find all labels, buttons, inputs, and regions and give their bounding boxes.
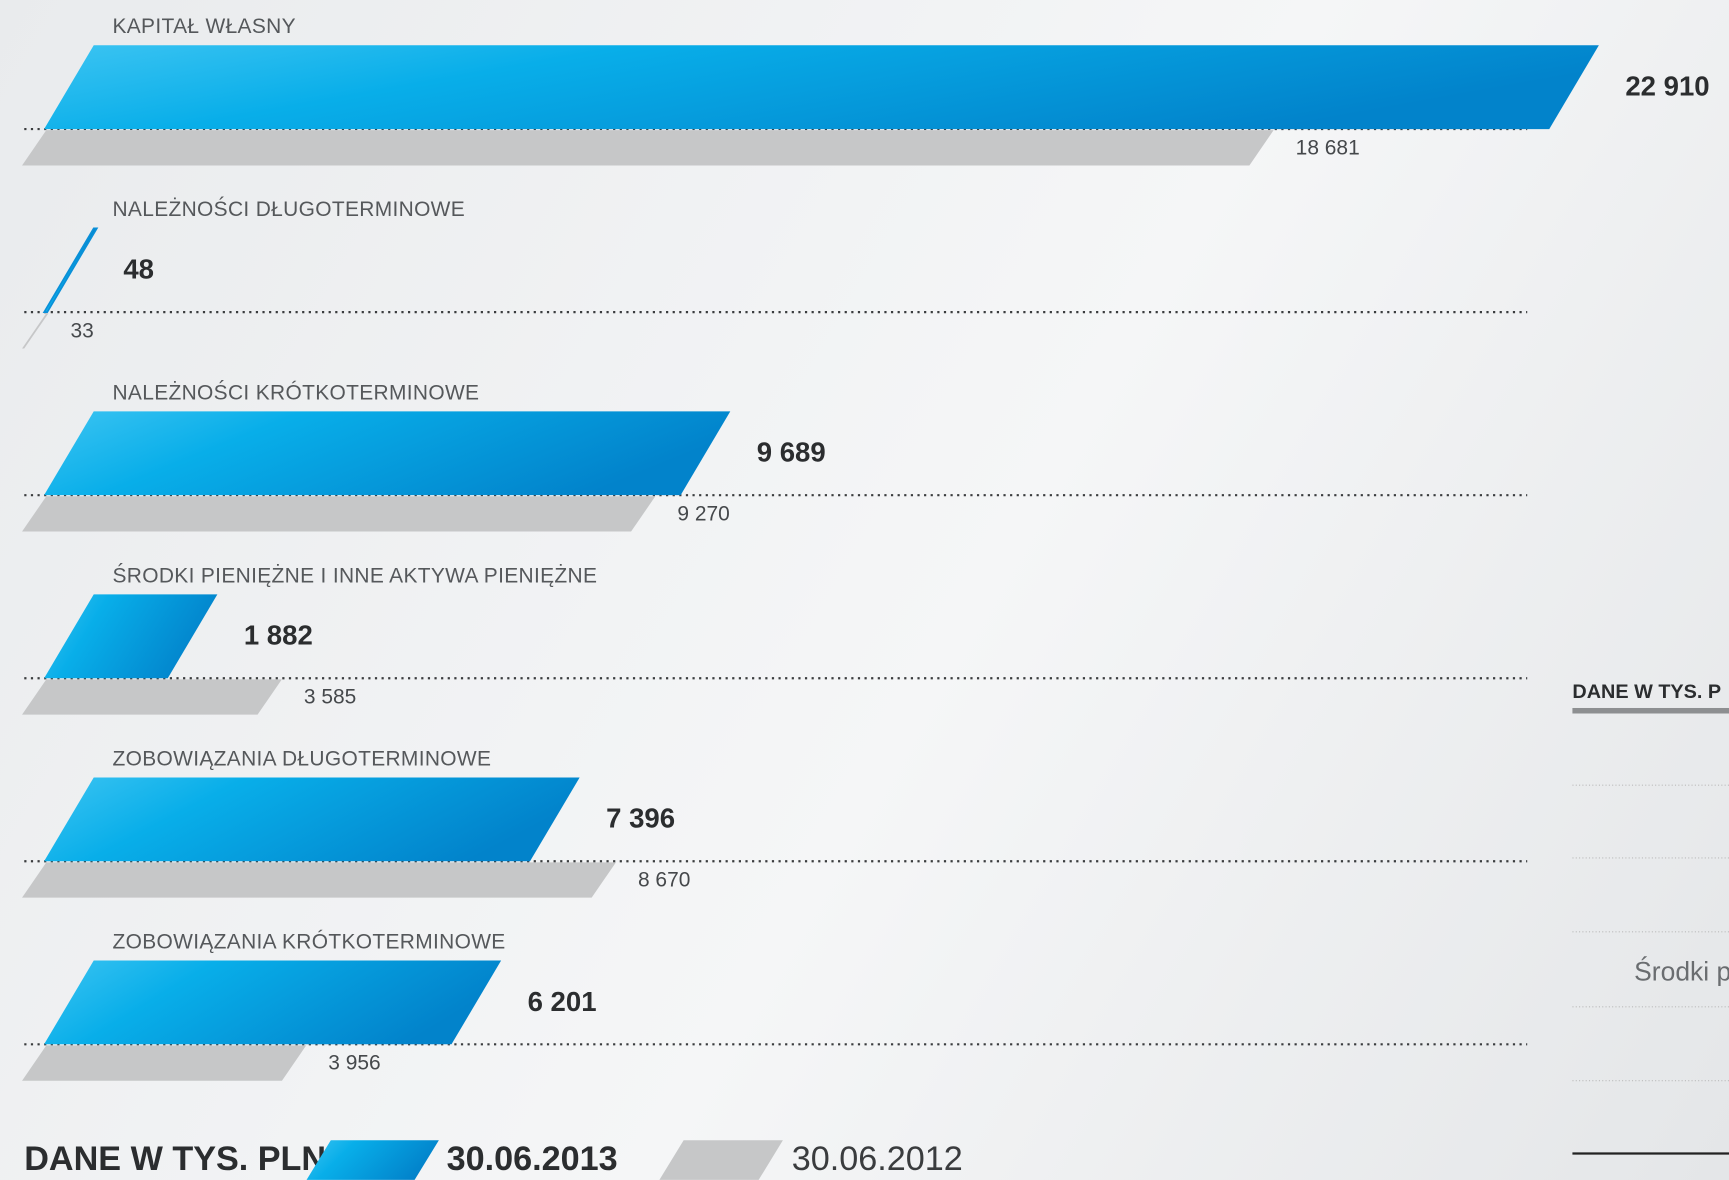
value-label-2013: 6 201 (528, 986, 597, 1017)
bar-2013 (42, 227, 99, 313)
bar-2013 (44, 45, 1599, 130)
side-title: DANE W TYS. P (1572, 681, 1721, 703)
bar-2013 (44, 594, 218, 679)
value-label-2012: 33 (71, 320, 94, 343)
bar-2012 (22, 130, 1274, 166)
value-label-2012: 9 270 (677, 503, 729, 526)
bar-2013 (44, 960, 502, 1045)
legend-label: 30.06.2012 (792, 1140, 963, 1178)
legend-title: DANE W TYS. PLN (24, 1140, 326, 1178)
side-row: Środki p (1634, 957, 1729, 987)
side-panel: DANE W TYS. P Środki p (1572, 681, 1729, 1155)
value-label-2012: 18 681 (1296, 136, 1360, 159)
category-label: ŚRODKI PIENIĘŻNE I INNE AKTYWA PIENIĘŻNE (112, 563, 597, 587)
value-label-2012: 3 956 (328, 1052, 380, 1075)
bar-2012 (22, 1045, 307, 1081)
legend-swatch (659, 1140, 783, 1180)
value-label-2013: 48 (123, 254, 154, 285)
side-underline (1572, 707, 1729, 714)
bar-2012 (22, 862, 616, 898)
bar-2012 (22, 496, 656, 532)
category-label: NALEŻNOŚCI KRÓTKOTERMINOWE (112, 380, 479, 404)
legend-label: 30.06.2013 (447, 1140, 618, 1178)
legend-swatch (306, 1140, 439, 1180)
value-label-2012: 8 670 (638, 869, 690, 892)
value-label-2013: 1 882 (244, 620, 313, 651)
category-label: ZOBOWIĄZANIA DŁUGOTERMINOWE (112, 747, 491, 770)
bar-2013 (44, 411, 731, 496)
value-label-2013: 7 396 (606, 803, 675, 834)
category-label: KAPITAŁ WŁASNY (112, 15, 295, 38)
value-label-2013: 22 910 (1625, 71, 1709, 102)
category-label: NALEŻNOŚCI DŁUGOTERMINOWE (112, 197, 465, 221)
bar-2013 (44, 777, 580, 862)
value-label-2013: 9 689 (757, 437, 826, 468)
value-label-2012: 3 585 (304, 686, 356, 709)
category-label: ZOBOWIĄZANIA KRÓTKOTERMINOWE (112, 930, 505, 953)
bar-2012 (22, 679, 282, 715)
bar-2012 (22, 313, 49, 349)
